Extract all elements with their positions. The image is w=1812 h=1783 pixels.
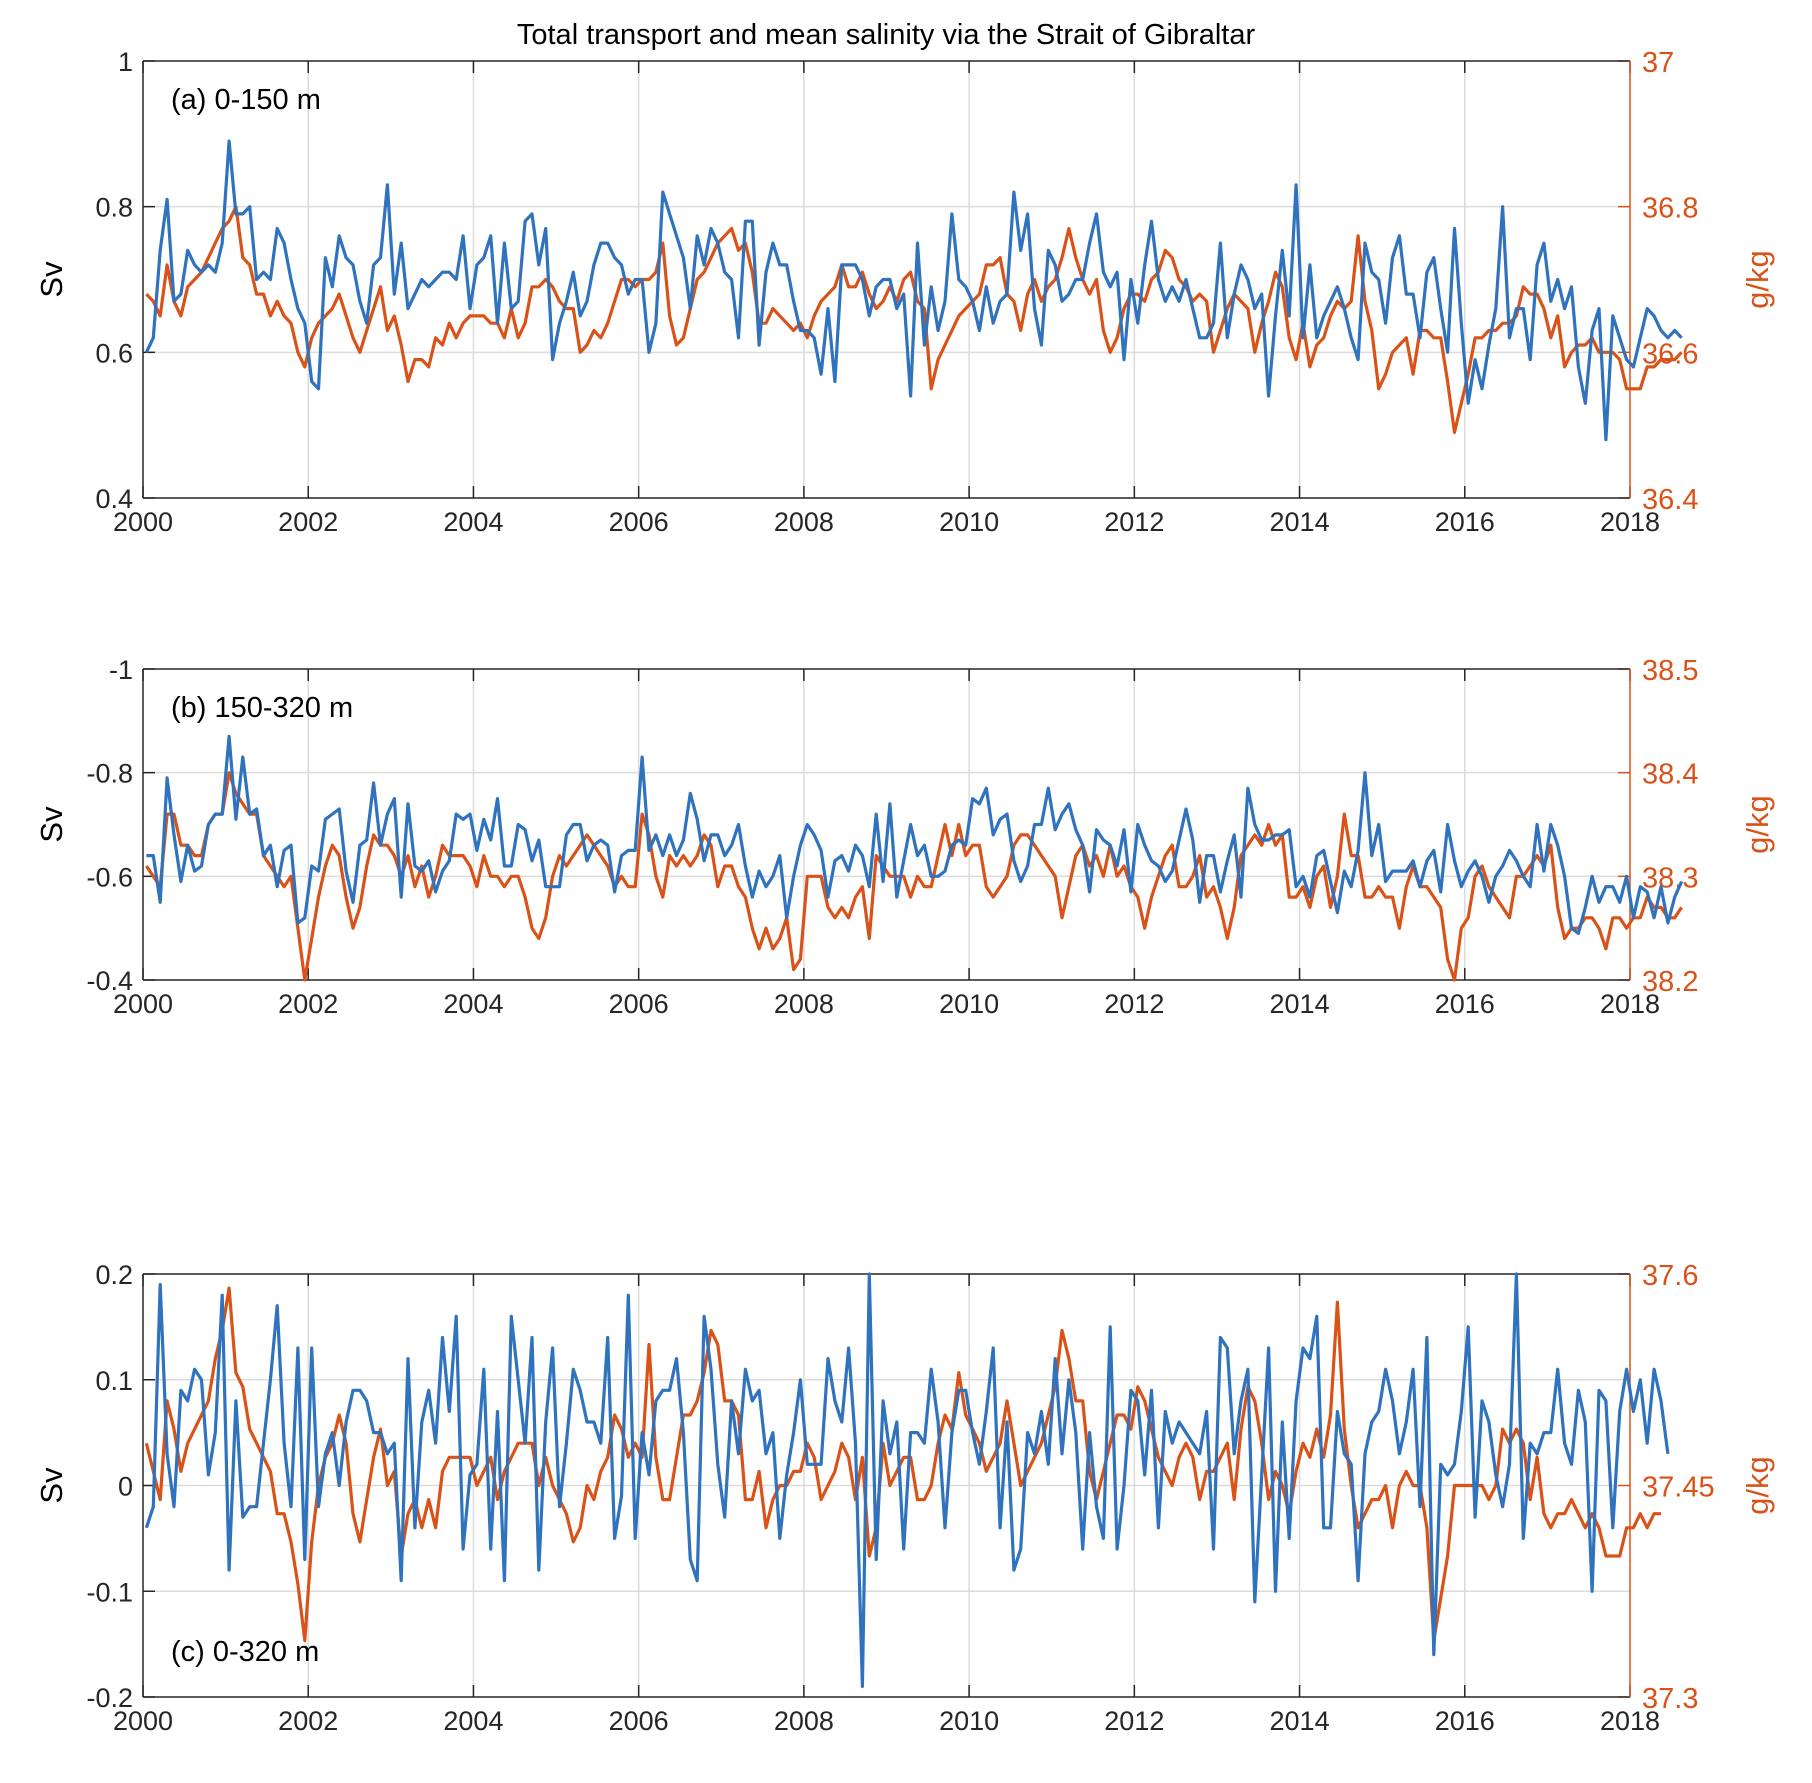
transport-line bbox=[146, 734, 1684, 935]
y-tick-label-left: 0 bbox=[118, 1472, 133, 1502]
x-tick-label: 2012 bbox=[1104, 1706, 1164, 1736]
x-tick-label: 2008 bbox=[774, 989, 834, 1019]
x-tick-label: 2010 bbox=[939, 507, 999, 537]
transport-line bbox=[144, 139, 1683, 442]
x-tick-label: 2014 bbox=[1270, 1706, 1330, 1736]
y-tick-label-left: 0.4 bbox=[95, 484, 133, 514]
x-tick-label: 2006 bbox=[609, 989, 669, 1019]
x-tick-label: 2016 bbox=[1435, 507, 1495, 537]
y-tick-label-left: 0.1 bbox=[95, 1366, 133, 1396]
y-tick-label-right: 37.3 bbox=[1642, 1683, 1698, 1715]
x-tick-label: 2016 bbox=[1435, 989, 1495, 1019]
y-axis-label-left: Sv bbox=[34, 261, 69, 298]
x-tick-label: 2002 bbox=[278, 989, 338, 1019]
panel-a: 2000 2002 2004 2006 2008 2010 2012 2014 2016 2018… bbox=[34, 47, 1775, 537]
chart-title: Total transport and mean salinity via th… bbox=[517, 19, 1256, 51]
x-tick-label: 2008 bbox=[774, 507, 834, 537]
y-axis-label-left: Sv bbox=[34, 1467, 69, 1504]
panel-label: (a) 0-150 m bbox=[171, 84, 321, 116]
y-tick-label-left: -0.6 bbox=[86, 862, 133, 892]
y-tick-label-right: 36.6 bbox=[1642, 338, 1698, 370]
y-axis-label-left: Sv bbox=[34, 806, 69, 843]
y-tick-label-right: 38.3 bbox=[1642, 862, 1698, 894]
x-tick-label: 2004 bbox=[443, 1706, 503, 1736]
x-tick-label: 2010 bbox=[939, 1706, 999, 1736]
x-tick-label: 2000 bbox=[113, 989, 173, 1019]
x-tick-label: 2004 bbox=[443, 507, 503, 537]
x-tick-label: 2002 bbox=[278, 1706, 338, 1736]
y-tick-label-left: 1 bbox=[118, 47, 133, 77]
y-tick-label-left: -0.4 bbox=[86, 966, 133, 996]
x-tick-label: 2014 bbox=[1270, 507, 1330, 537]
x-tick-label: 2014 bbox=[1270, 989, 1330, 1019]
x-tick-label: 2016 bbox=[1435, 1706, 1495, 1736]
y-axis-label-right: g/kg bbox=[1740, 1456, 1775, 1515]
x-tick-label: 2018 bbox=[1600, 507, 1660, 537]
y-tick-label-left: -0.8 bbox=[86, 759, 133, 789]
y-tick-label-right: 38.4 bbox=[1642, 759, 1698, 791]
y-tick-label-left: 0.6 bbox=[95, 338, 133, 368]
y-tick-label-right: 38.2 bbox=[1642, 966, 1698, 998]
x-tick-label: 2004 bbox=[443, 989, 503, 1019]
x-tick-label: 2018 bbox=[1600, 989, 1660, 1019]
x-tick-label: 2000 bbox=[113, 1706, 173, 1736]
y-tick-label-right: 37 bbox=[1642, 47, 1674, 79]
y-tick-label-right: 37.6 bbox=[1642, 1260, 1698, 1292]
x-tick-label: 2012 bbox=[1104, 989, 1164, 1019]
panel-b: 2000 2002 2004 2006 2008 2010 2012 2014 2016 2018… bbox=[34, 655, 1775, 1019]
panel-label: (b) 150-320 m bbox=[171, 692, 353, 724]
x-tick-label: 2012 bbox=[1104, 507, 1164, 537]
y-tick-label-right: 36.4 bbox=[1642, 484, 1698, 516]
x-tick-label: 2008 bbox=[774, 1706, 834, 1736]
x-tick-label: 2010 bbox=[939, 989, 999, 1019]
panel-label: (c) 0-320 m bbox=[171, 1636, 319, 1668]
panel-c: 2000 2002 2004 2006 2008 2010 2012 2014 2016 2018… bbox=[34, 1260, 1775, 1736]
y-tick-label-left: -0.1 bbox=[86, 1577, 133, 1607]
y-tick-label-left: -1 bbox=[109, 655, 133, 685]
y-tick-label-right: 36.8 bbox=[1642, 193, 1698, 225]
y-axis-label-right: g/kg bbox=[1740, 795, 1775, 854]
x-tick-label: 2018 bbox=[1600, 1706, 1660, 1736]
x-tick-label: 2002 bbox=[278, 507, 338, 537]
transport-line bbox=[144, 1272, 1670, 1688]
y-tick-label-right: 38.5 bbox=[1642, 655, 1698, 687]
y-axis-label-right: g/kg bbox=[1740, 250, 1775, 309]
x-tick-label: 2000 bbox=[113, 507, 173, 537]
y-tick-label-right: 37.45 bbox=[1642, 1472, 1715, 1504]
y-tick-label-left: 0.8 bbox=[95, 193, 133, 223]
y-tick-label-left: -0.2 bbox=[86, 1683, 133, 1713]
x-tick-label: 2006 bbox=[609, 507, 669, 537]
y-tick-label-left: 0.2 bbox=[95, 1260, 133, 1290]
x-tick-label: 2006 bbox=[609, 1706, 669, 1736]
